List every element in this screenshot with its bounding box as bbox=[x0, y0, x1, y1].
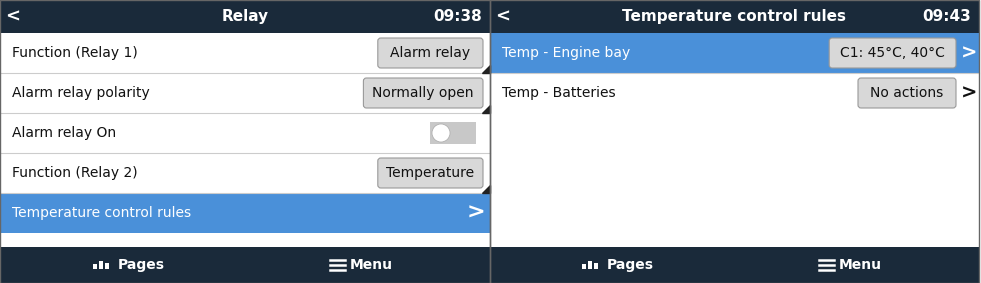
Bar bbox=[0, 193, 490, 233]
Bar bbox=[0, 0, 490, 283]
Text: Temperature control rules: Temperature control rules bbox=[12, 206, 191, 220]
FancyBboxPatch shape bbox=[378, 38, 483, 68]
Bar bbox=[490, 247, 979, 283]
Text: Relay: Relay bbox=[222, 9, 269, 24]
Text: Menu: Menu bbox=[349, 258, 392, 272]
Text: Pages: Pages bbox=[607, 258, 654, 272]
Text: <: < bbox=[6, 8, 21, 25]
Bar bbox=[0, 73, 490, 113]
Circle shape bbox=[432, 124, 450, 142]
Text: Function (Relay 2): Function (Relay 2) bbox=[12, 166, 137, 180]
Bar bbox=[583, 264, 587, 269]
Text: Temp - Engine bay: Temp - Engine bay bbox=[502, 46, 630, 60]
Bar bbox=[105, 263, 109, 269]
Polygon shape bbox=[482, 65, 490, 73]
Bar bbox=[490, 33, 979, 247]
Bar bbox=[490, 0, 979, 33]
Bar bbox=[0, 33, 490, 73]
Bar bbox=[0, 33, 490, 247]
Text: C1: 45°C, 40°C: C1: 45°C, 40°C bbox=[840, 46, 945, 60]
FancyBboxPatch shape bbox=[858, 78, 956, 108]
Polygon shape bbox=[482, 185, 490, 193]
Text: Pages: Pages bbox=[118, 258, 165, 272]
Text: >: > bbox=[960, 44, 977, 63]
Bar bbox=[0, 153, 490, 193]
Text: No actions: No actions bbox=[870, 86, 944, 100]
Text: Alarm relay: Alarm relay bbox=[390, 46, 471, 60]
Bar bbox=[92, 264, 96, 269]
Text: >: > bbox=[467, 203, 486, 223]
Text: Alarm relay polarity: Alarm relay polarity bbox=[12, 86, 150, 100]
Text: Function (Relay 1): Function (Relay 1) bbox=[12, 46, 137, 60]
Text: Temperature: Temperature bbox=[387, 166, 475, 180]
Text: Menu: Menu bbox=[839, 258, 882, 272]
Text: Alarm relay On: Alarm relay On bbox=[12, 126, 116, 140]
FancyBboxPatch shape bbox=[363, 78, 483, 108]
Bar bbox=[0, 0, 490, 33]
Text: 09:38: 09:38 bbox=[434, 9, 482, 24]
Text: Temp - Batteries: Temp - Batteries bbox=[502, 86, 616, 100]
Bar bbox=[490, 33, 979, 73]
FancyBboxPatch shape bbox=[378, 158, 483, 188]
Bar bbox=[490, 73, 979, 113]
Text: <: < bbox=[495, 8, 510, 25]
Bar bbox=[594, 263, 598, 269]
Bar bbox=[0, 247, 490, 283]
Text: 09:43: 09:43 bbox=[922, 9, 971, 24]
Text: Temperature control rules: Temperature control rules bbox=[623, 9, 847, 24]
Bar bbox=[490, 0, 979, 283]
Bar bbox=[589, 261, 593, 269]
Text: Normally open: Normally open bbox=[373, 86, 474, 100]
Polygon shape bbox=[482, 105, 490, 113]
Bar bbox=[0, 113, 490, 153]
FancyBboxPatch shape bbox=[829, 38, 956, 68]
FancyBboxPatch shape bbox=[430, 122, 476, 144]
Bar bbox=[98, 261, 102, 269]
Text: >: > bbox=[960, 83, 977, 102]
